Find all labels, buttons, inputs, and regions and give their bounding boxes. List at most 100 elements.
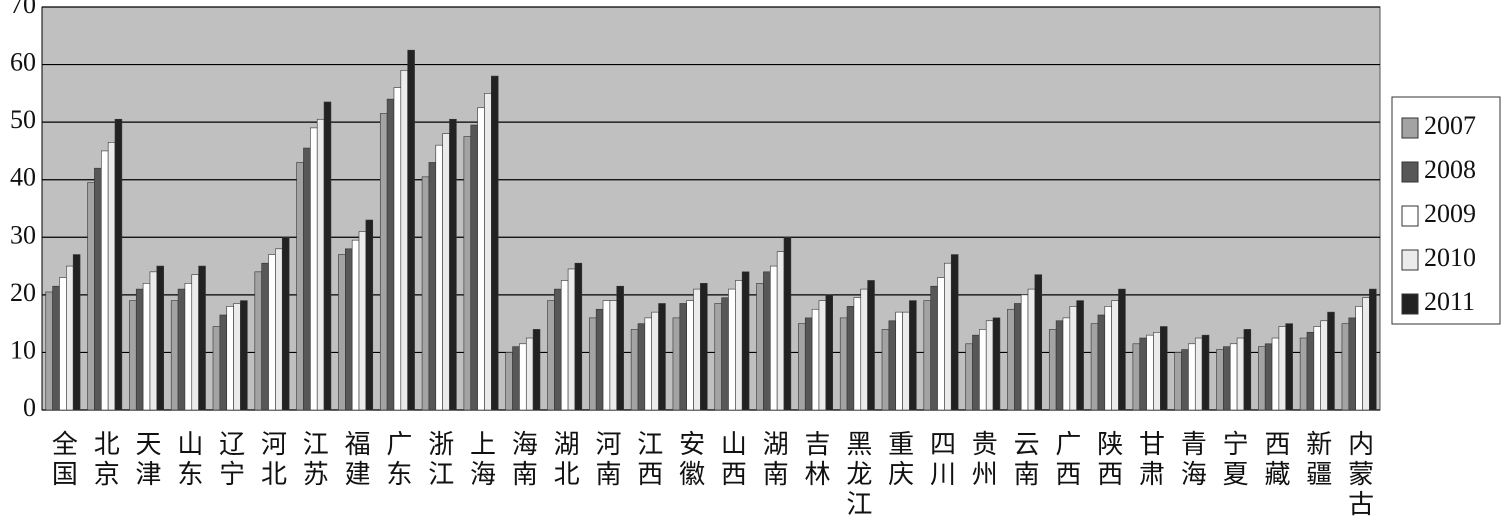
x-tick-label: 安徽 [676, 430, 705, 490]
legend-swatch [1401, 117, 1419, 139]
x-tick-label: 天津 [132, 430, 161, 490]
bar [776, 251, 785, 411]
x-tick-label: 山东 [174, 430, 203, 490]
bar [1027, 288, 1036, 411]
legend-swatch [1401, 293, 1419, 315]
bar [1271, 337, 1280, 411]
bar [1034, 274, 1043, 411]
bar [839, 317, 848, 411]
bar [693, 288, 701, 411]
bar [275, 248, 283, 411]
bar [505, 352, 513, 411]
x-tick-label: 黑龙江 [843, 430, 872, 520]
y-tick-label: 50 [10, 105, 36, 134]
bar [602, 300, 611, 411]
bar [358, 231, 367, 411]
bar [783, 236, 792, 411]
bar [149, 271, 158, 411]
x-tick-label: 北京 [90, 430, 119, 490]
bar [484, 93, 492, 411]
bar [818, 300, 827, 411]
x-tick-label: 青海 [1177, 430, 1206, 490]
bar [825, 294, 833, 411]
x-tick-label: 四川 [926, 430, 955, 490]
x-tick-label: 山西 [717, 430, 746, 490]
y-tick-label: 0 [23, 393, 36, 422]
legend-label: 2008 [1424, 155, 1476, 184]
bar [1285, 323, 1293, 411]
bar [979, 329, 987, 411]
bar [393, 87, 402, 411]
bar [351, 239, 360, 411]
bar [1229, 343, 1238, 411]
bar [853, 297, 862, 411]
bar [1069, 306, 1077, 411]
x-tick-label: 河南 [592, 430, 621, 490]
bar [532, 329, 541, 411]
bar [944, 262, 952, 411]
bar [923, 300, 931, 411]
bar [595, 308, 604, 411]
legend-swatch [1401, 249, 1419, 271]
bar [212, 326, 221, 411]
bar [985, 320, 994, 411]
x-tick-label: 辽宁 [216, 430, 245, 490]
bar [804, 317, 813, 411]
bar [1062, 317, 1071, 411]
bar [560, 280, 569, 411]
bar [1341, 323, 1350, 411]
y-tick-label: 20 [10, 278, 36, 307]
bar [700, 283, 708, 411]
bar [345, 248, 353, 411]
bar [379, 113, 388, 411]
bar [421, 176, 430, 411]
bar [1118, 288, 1126, 411]
bar [950, 254, 959, 411]
x-tick-label: 陕西 [1094, 430, 1123, 490]
bar [428, 162, 437, 411]
bar [177, 288, 186, 411]
bar [1362, 297, 1370, 411]
bar [107, 141, 116, 411]
bar [1007, 308, 1015, 411]
x-tick-label: 西藏 [1261, 430, 1290, 490]
bar [52, 285, 60, 411]
bar [937, 277, 945, 411]
bar [637, 323, 646, 411]
x-tick-label: 新疆 [1303, 430, 1332, 490]
bar [254, 271, 262, 411]
bar [198, 265, 206, 411]
bar [400, 70, 408, 411]
bar [1048, 329, 1057, 411]
bar [114, 118, 123, 411]
bar [763, 271, 771, 411]
bar [442, 133, 450, 411]
x-tick-label: 江苏 [299, 430, 328, 490]
bar [686, 300, 694, 411]
bar [94, 167, 102, 411]
bar [142, 283, 151, 411]
bar [1181, 349, 1189, 411]
bar [100, 150, 109, 411]
x-tick-label: 湖南 [759, 430, 788, 490]
bar [184, 283, 193, 411]
y-tick-label: 40 [10, 163, 36, 192]
bar [769, 265, 778, 411]
bar [609, 300, 618, 411]
bar [972, 334, 980, 411]
bar [1139, 337, 1147, 411]
bar [721, 297, 729, 411]
bar [728, 288, 736, 411]
x-tick-label: 宁夏 [1219, 430, 1248, 490]
bar [1111, 300, 1119, 411]
bar [1090, 323, 1099, 411]
bar [651, 311, 659, 411]
x-tick-label: 云南 [1010, 430, 1039, 490]
bar [1306, 331, 1315, 411]
bar [798, 323, 806, 411]
bar [992, 317, 1001, 411]
bar [741, 271, 750, 411]
y-tick-label: 60 [10, 48, 36, 77]
y-tick-label: 70 [10, 0, 36, 19]
